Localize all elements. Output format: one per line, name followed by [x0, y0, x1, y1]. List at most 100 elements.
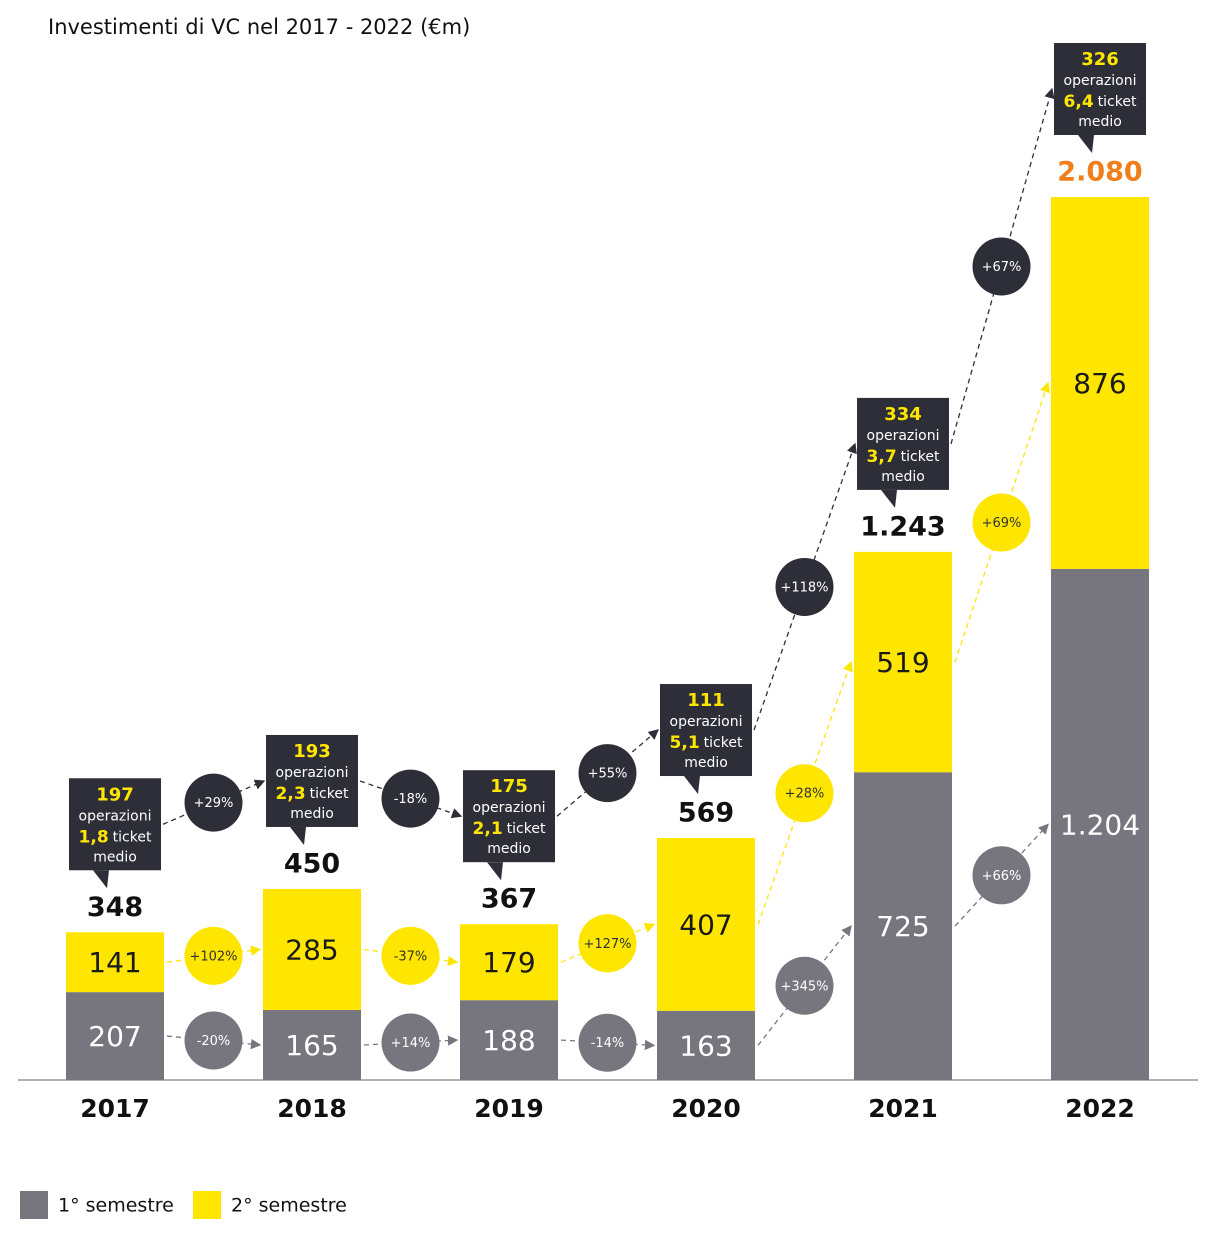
callout-pointer: [93, 870, 109, 889]
growth-circle: [381, 769, 440, 828]
bar-segment: [460, 1000, 558, 1080]
total-label: 569: [678, 798, 734, 829]
ticket-label: ticket: [310, 786, 349, 802]
growth-label: +127%: [583, 937, 631, 952]
x-tick-label: 2020: [671, 1094, 741, 1123]
deals-label: operazioni: [276, 765, 349, 781]
segment-label: 519: [876, 646, 929, 679]
segment-label: 725: [876, 910, 929, 943]
growth-label: +69%: [982, 516, 1022, 531]
bar-segment: [657, 838, 755, 1011]
deals-label: operazioni: [670, 714, 743, 730]
bar-segment: [657, 1010, 755, 1080]
callout-box: [463, 770, 555, 863]
ticket-value: 3,7: [867, 447, 897, 467]
ticket-value: 6,4: [1064, 92, 1094, 112]
total-label: 1.243: [860, 511, 945, 542]
total-label: 2.080: [1057, 157, 1142, 188]
ticket-label: ticket: [113, 829, 152, 845]
total-label: 450: [284, 848, 340, 879]
growth-circle: [972, 493, 1031, 552]
growth-circle: [972, 237, 1031, 296]
bar-segment: [263, 888, 361, 1010]
medio-label: medio: [93, 849, 137, 865]
callout-box: [69, 778, 161, 871]
growth-label: +67%: [982, 260, 1022, 275]
bar-segment: [854, 551, 952, 773]
growth-circle: [578, 914, 637, 973]
callout-box: [660, 684, 752, 777]
segment-label: 407: [679, 908, 732, 941]
ticket-line: 5,1 ticket: [670, 733, 743, 753]
ticket-label: ticket: [704, 735, 743, 751]
legend-swatch: [20, 1191, 48, 1219]
x-tick-label: 2017: [80, 1094, 150, 1123]
growth-label: +102%: [189, 949, 237, 964]
callout-pointer: [881, 489, 897, 508]
total-label: 367: [481, 884, 537, 915]
growth-label: -14%: [591, 1036, 625, 1051]
x-tick-label: 2021: [868, 1094, 938, 1123]
growth-label: +66%: [982, 869, 1022, 884]
ticket-line: 3,7 ticket: [867, 447, 940, 467]
segment-label: 1.204: [1060, 808, 1140, 841]
ticket-value: 2,1: [473, 819, 503, 839]
ticket-value: 1,8: [79, 827, 109, 847]
legend-swatch: [193, 1191, 221, 1219]
medio-label: medio: [684, 755, 728, 771]
callout-box: [1054, 43, 1146, 135]
bar-segment: [854, 772, 952, 1080]
growth-circle: [184, 1011, 243, 1070]
segment-label: 163: [679, 1029, 732, 1062]
deals-label: operazioni: [867, 428, 940, 444]
callout-box: [857, 397, 949, 490]
growth-label: +345%: [780, 979, 828, 994]
growth-label: -37%: [394, 949, 428, 964]
bar-segment: [66, 932, 164, 993]
x-tick-label: 2022: [1065, 1094, 1135, 1123]
growth-label: +28%: [785, 787, 825, 802]
ticket-line: 1,8 ticket: [79, 827, 152, 847]
growth-circle: [578, 744, 637, 803]
growth-circle: [184, 926, 243, 985]
growth-circle: [775, 557, 834, 616]
deals-value: 334: [884, 404, 922, 425]
medio-label: medio: [487, 841, 531, 857]
segment-label: 165: [285, 1029, 338, 1062]
segment-label: 876: [1073, 367, 1126, 400]
growth-circle: [775, 764, 834, 823]
growth-label: +55%: [588, 767, 628, 782]
growth-circle: [381, 926, 440, 985]
chart-title: Investimenti di VC nel 2017 - 2022 (€m): [48, 15, 470, 39]
bar-segment: [1051, 568, 1149, 1080]
bar-segment: [460, 924, 558, 1001]
growth-label: +29%: [194, 796, 234, 811]
ticket-line: 6,4 ticket: [1064, 92, 1137, 112]
deals-value: 111: [687, 690, 725, 711]
deals-value: 197: [96, 784, 134, 805]
ticket-value: 5,1: [670, 733, 700, 753]
segment-label: 285: [285, 933, 338, 966]
callout-pointer: [290, 826, 306, 845]
ticket-line: 2,3 ticket: [276, 784, 349, 804]
legend-label: 1° semestre: [58, 1195, 174, 1217]
growth-circle: [381, 1013, 440, 1072]
deals-label: operazioni: [473, 800, 546, 816]
medio-label: medio: [1078, 114, 1122, 130]
growth-circle: [578, 1013, 637, 1072]
growth-label: +14%: [391, 1036, 431, 1051]
medio-label: medio: [290, 806, 334, 822]
ticket-label: ticket: [1098, 94, 1137, 110]
growth-label: -18%: [394, 792, 428, 807]
deals-value: 175: [490, 776, 528, 797]
total-label: 348: [87, 892, 143, 923]
callout-pointer: [684, 776, 700, 795]
x-tick-label: 2019: [474, 1094, 544, 1123]
growth-arrow: [954, 823, 1049, 927]
ticket-line: 2,1 ticket: [473, 819, 546, 839]
ticket-value: 2,3: [276, 784, 306, 804]
growth-circle: [972, 846, 1031, 905]
growth-label: +118%: [780, 580, 828, 595]
ticket-label: ticket: [901, 449, 940, 465]
bar-segment: [66, 992, 164, 1080]
